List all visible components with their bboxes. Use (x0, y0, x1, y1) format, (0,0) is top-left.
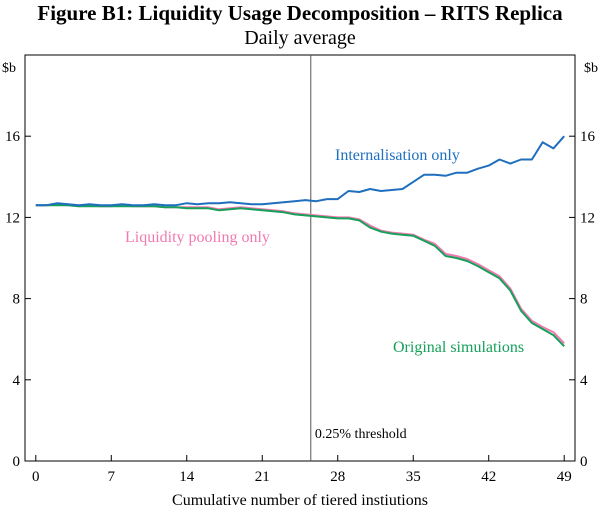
y-tick-label-right: 12 (580, 210, 595, 226)
x-tick-label: 0 (32, 469, 40, 485)
chart-title: Figure B1: Liquidity Usage Decomposition… (37, 1, 563, 25)
x-tick-label: 28 (330, 469, 345, 485)
x-axis-label: Cumulative number of tiered instiutions (172, 492, 428, 509)
y-tick-label-left: 0 (13, 454, 21, 470)
y-unit-left: $b (2, 61, 16, 76)
series-lines (35, 135, 565, 347)
y-tick-label-right: 8 (580, 292, 588, 308)
series-line-original-simulations (35, 204, 565, 347)
y-tick-label-left: 16 (5, 129, 21, 145)
x-tick-label: 21 (255, 469, 270, 485)
series-line-liquidity-pooling-only (35, 203, 565, 344)
y-tick-label-left: 4 (13, 373, 21, 389)
x-tick-label: 49 (557, 469, 572, 485)
x-tick-label: 42 (481, 469, 496, 485)
series-label-liquidity-pooling-only: Liquidity pooling only (125, 229, 270, 246)
x-tick-label: 14 (179, 469, 195, 485)
series-line-internalisation-only (35, 135, 565, 207)
series-label-internalisation-only: Internalisation only (335, 147, 460, 164)
y-tick-label-right: 16 (580, 129, 596, 145)
x-tick-label: 7 (108, 469, 116, 485)
y-unit-right: $b (584, 61, 598, 76)
y-tick-label-left: 8 (13, 292, 21, 308)
plot-frame (24, 54, 576, 462)
y-tick-label-left: 12 (5, 210, 20, 226)
threshold-label: 0.25% threshold (315, 427, 407, 442)
y-tick-label-right: 0 (580, 454, 588, 470)
y-tick-label-right: 4 (580, 373, 588, 389)
chart-subtitle: Daily average (244, 27, 356, 49)
x-tick-label: 35 (406, 469, 421, 485)
series-label-original-simulations: Original simulations (393, 339, 524, 356)
